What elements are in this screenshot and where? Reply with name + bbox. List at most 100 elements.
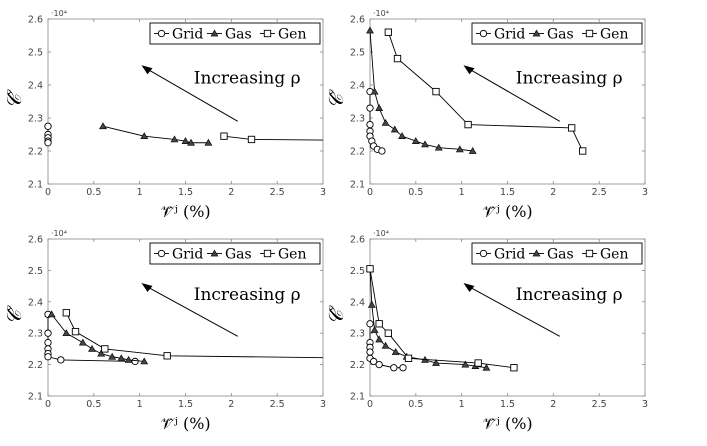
data-point-grid [366,320,374,328]
trend-arrow-head [463,65,475,75]
y-tick-label: 2.4 [350,297,365,308]
x-tick-label: 2 [228,399,234,410]
data-point-gen [101,345,109,353]
data-point-gas [367,300,376,308]
y-tick-label: 2.4 [28,297,43,308]
series-grid [44,122,52,147]
data-point-gas [140,132,149,139]
legend-box [471,242,643,265]
data-point-gas [455,145,464,153]
data-point-gas [170,135,179,143]
y-tick-label: 2.4 [28,81,43,92]
y-tick-label: 2.5 [28,48,43,59]
trend-arrow-head [141,65,153,75]
data-point-gas [99,122,107,130]
y-tick-label: 2.3 [28,329,43,340]
y-tick-label: 2.3 [28,114,43,125]
legend-label-grid: Grid [494,247,525,263]
series-line-gen [369,268,514,369]
legend: Grid Gas Gen [149,22,321,45]
data-point-grid [370,357,378,366]
legend-box [149,242,321,265]
x-tick-label: 0 [45,399,51,410]
chart-panel-bottom-left: 0 0.5 1 1.5 2 2.5 3 2.1 2.2 2.3 2.4 2.5 2.6 ·10⁴ 𝒱̂ʲ (… [2,229,326,433]
legend-label-gas: Gas [547,247,574,263]
x-tick-label: 1 [137,187,143,198]
x-axis-label: 𝒱̂ʲ (%) [160,202,210,221]
y-tick-label: 2.4 [350,81,365,92]
data-point-grid [44,353,52,361]
y-exponent-label: ·10⁴ [51,229,67,238]
x-tick-label: 2.5 [592,187,607,198]
series-gen [220,132,324,144]
data-point-gas [432,359,440,366]
series-grid [366,87,386,155]
data-point-gen [568,124,576,132]
data-point-gen [384,28,392,36]
trend-arrow-head [141,282,153,292]
data-point-gas [62,329,71,337]
data-point-grid [44,139,52,147]
series-gas [366,26,477,154]
legend: Grid Gas Gen [471,22,643,45]
data-point-grid [366,120,374,129]
y-tick-label: 2.2 [350,147,365,158]
data-point-gas [117,354,126,362]
data-point-gas [468,146,477,154]
series-grid [366,320,407,372]
chart-panel-top-left: 0 0.5 1 1.5 2 2.5 3 2.1 2.2 2.3 2.4 2.5 2.6 ·10⁴ 𝒱̂ʲ (… [2,9,326,221]
legend: Grid Gas Gen [471,242,643,265]
y-axis-label: 𝒞̂ [2,89,26,109]
trend-arrow-line [147,68,238,122]
legend-marker-gen [585,29,594,38]
data-point-gen [163,352,171,360]
data-point-grid [44,122,52,130]
y-tick-label: 2.6 [350,15,365,26]
data-point-gas [421,140,429,148]
data-point-gen [393,54,402,63]
y-tick-label: 2.1 [350,180,365,191]
trend-arrow-head [463,282,475,292]
data-point-gas [381,341,390,349]
data-point-gas [370,326,379,333]
legend-label-gen: Gen [600,247,629,263]
data-point-gen [247,135,256,144]
data-point-gen [220,132,228,140]
y-tick-label: 2.2 [28,360,43,371]
x-tick-label: 1.5 [500,399,515,410]
data-point-grid [399,364,407,372]
data-point-gas [461,360,470,368]
series-gas [366,264,491,371]
data-point-grid [366,348,374,356]
x-tick-label: 1 [459,187,465,198]
data-point-grid [366,104,374,112]
data-point-gas [375,104,384,111]
x-tick-label: 2.5 [592,399,607,410]
legend-label-gen: Gen [600,27,629,43]
data-point-gen [474,359,482,367]
y-tick-label: 2.5 [350,266,365,277]
data-point-grid [131,357,139,366]
annotation-label: Increasing ρ [194,285,301,305]
legend-label-gas: Gas [225,27,252,43]
legend-marker-gas [532,29,541,37]
x-tick-label: 0.5 [408,187,423,198]
data-point-gas [187,138,195,146]
data-point-gas [88,344,96,352]
x-tick-label: 2 [550,187,556,198]
x-tick-label: 3 [642,187,648,198]
legend-label-grid: Grid [172,247,203,263]
series-gen [62,309,324,360]
legend-label-gas: Gas [547,27,574,43]
data-point-grid [57,356,65,364]
legend-box [471,22,643,45]
legend-label-gen: Gen [278,247,307,263]
data-point-gas [375,335,384,343]
data-point-grid [375,360,383,369]
y-tick-label: 2.6 [28,15,43,26]
y-tick-label: 2.3 [350,329,365,340]
data-point-gas [391,348,400,355]
legend-box [149,22,321,45]
data-point-gas [140,357,149,365]
y-axis-label: 𝒞̂ [2,305,26,325]
